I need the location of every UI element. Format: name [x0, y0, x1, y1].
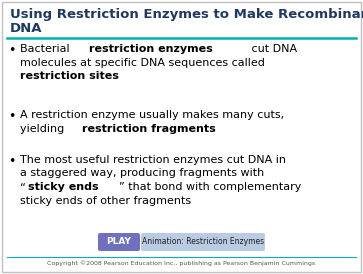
Text: yielding: yielding — [20, 124, 68, 133]
Text: The most useful restriction enzymes cut DNA in: The most useful restriction enzymes cut … — [20, 155, 286, 165]
Text: DNA: DNA — [10, 22, 42, 35]
Text: Using Restriction Enzymes to Make Recombinant: Using Restriction Enzymes to Make Recomb… — [10, 8, 363, 21]
Text: sticky ends of other fragments: sticky ends of other fragments — [20, 196, 191, 206]
FancyBboxPatch shape — [141, 233, 265, 251]
Text: restriction enzymes: restriction enzymes — [89, 44, 212, 54]
Text: PLAY: PLAY — [107, 238, 131, 247]
Text: •: • — [8, 44, 15, 57]
FancyBboxPatch shape — [98, 233, 140, 251]
FancyBboxPatch shape — [2, 2, 361, 272]
Text: restriction sites: restriction sites — [20, 71, 119, 81]
Text: “: “ — [20, 182, 26, 192]
Text: a staggered way, producing fragments with: a staggered way, producing fragments wit… — [20, 169, 264, 178]
Text: A restriction enzyme usually makes many cuts,: A restriction enzyme usually makes many … — [20, 110, 284, 120]
Text: restriction fragments: restriction fragments — [82, 124, 215, 133]
Text: sticky ends: sticky ends — [28, 182, 98, 192]
Text: Bacterial: Bacterial — [20, 44, 73, 54]
Text: Copyright ©2008 Pearson Education Inc., publishing as Pearson Benjamin Cummings: Copyright ©2008 Pearson Education Inc., … — [47, 260, 315, 266]
Text: molecules at specific DNA sequences called: molecules at specific DNA sequences call… — [20, 58, 265, 67]
Text: Animation: Restriction Enzymes: Animation: Restriction Enzymes — [142, 238, 264, 247]
Text: cut DNA: cut DNA — [248, 44, 297, 54]
Text: ” that bond with complementary: ” that bond with complementary — [119, 182, 301, 192]
Text: •: • — [8, 155, 15, 168]
Text: •: • — [8, 110, 15, 123]
